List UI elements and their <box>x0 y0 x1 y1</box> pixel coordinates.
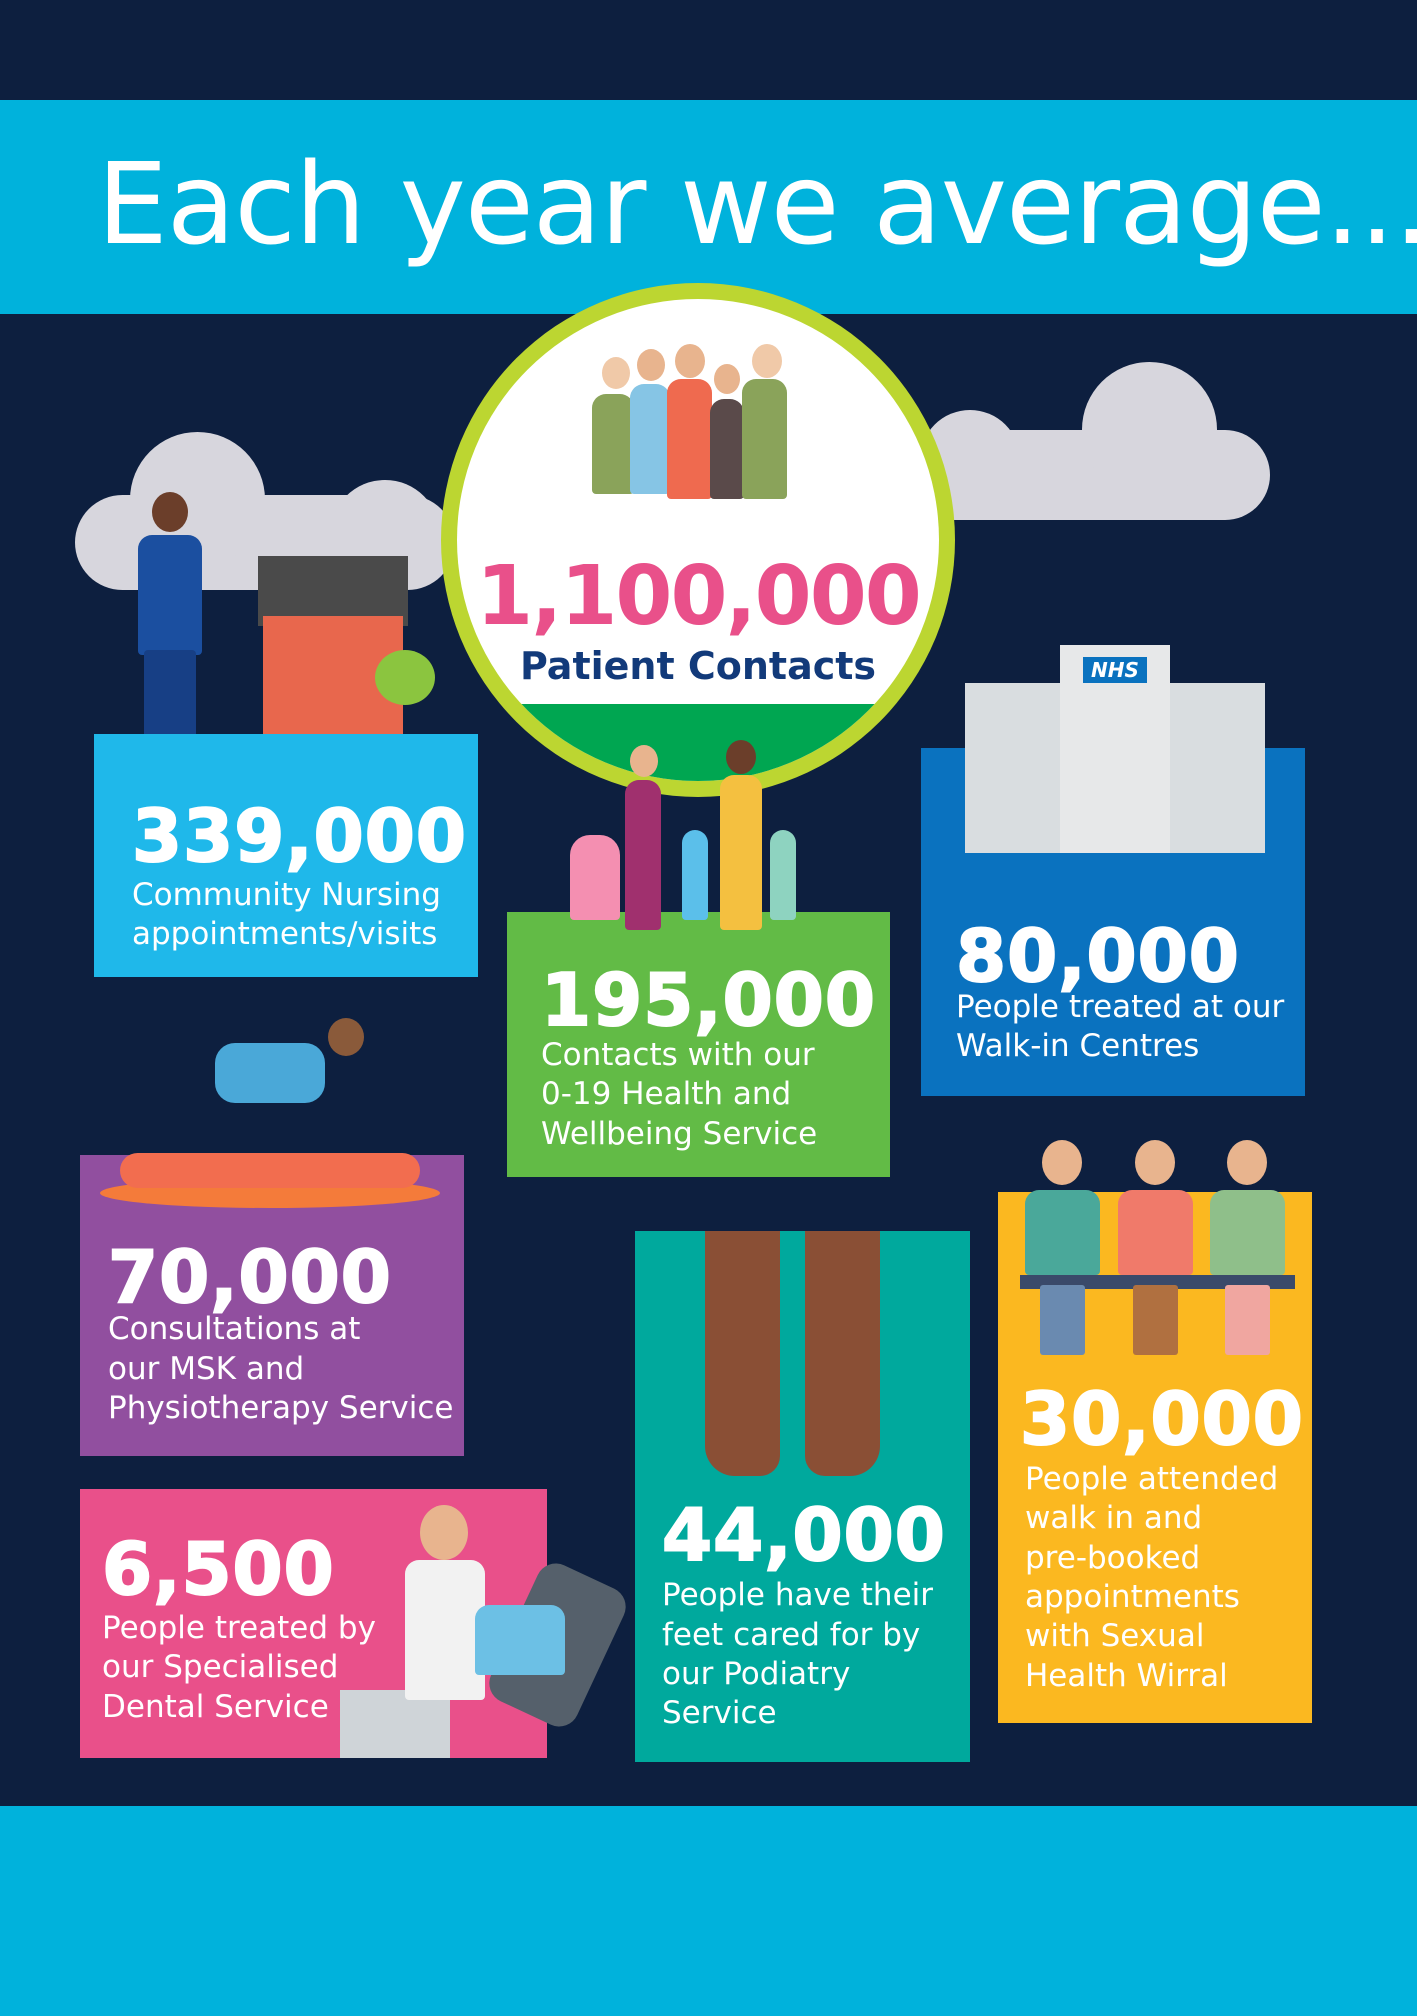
physiotherapy-illustration <box>100 1018 445 1208</box>
stat-label-line: with Sexual <box>1025 1618 1205 1654</box>
hospital-illustration: NHS <box>965 645 1265 853</box>
nhs-sign: NHS <box>1083 657 1147 683</box>
stat-label-line: feet cared for by <box>662 1617 921 1653</box>
stat-0-19-health: 195,000 Contacts with our 0-19 Health an… <box>507 912 890 1177</box>
stat-label-line: Health Wirral <box>1025 1658 1228 1694</box>
stat-value: 195,000 <box>540 957 876 1043</box>
stat-label-line: Consultations at <box>108 1311 361 1347</box>
stat-community-nursing: 339,000 Community Nursing appointments/v… <box>94 734 478 977</box>
nurse-illustration <box>130 480 210 775</box>
cloud-right-puff <box>1082 362 1217 497</box>
stat-label-line: People treated by <box>102 1610 376 1646</box>
footer-band <box>0 1806 1417 2016</box>
stat-value: 339,000 <box>131 793 467 879</box>
foot-right <box>805 1231 880 1476</box>
stat-label-line: our Specialised <box>102 1649 339 1685</box>
stat-label-line: Contacts with our <box>541 1037 815 1073</box>
stat-label-line: Service <box>662 1695 777 1731</box>
stat-label-line: walk in and <box>1025 1500 1203 1536</box>
tree-icon <box>375 650 435 705</box>
stat-label-line: Physiotherapy Service <box>108 1390 454 1426</box>
stat-label-line: Community Nursing <box>132 877 441 913</box>
stat-label-line: People have their <box>662 1577 933 1613</box>
family-with-pram-illustration <box>570 735 820 940</box>
patient-contacts-circle: 1,100,000 Patient Contacts <box>441 283 955 797</box>
waiting-people-illustration <box>1020 1135 1295 1360</box>
stat-label-line: 0-19 Health and <box>541 1076 792 1112</box>
page-title: Each year we average... <box>97 140 1417 270</box>
stat-label-line: Walk-in Centres <box>956 1028 1200 1064</box>
top-band <box>0 0 1417 100</box>
stat-label-line: pre-booked <box>1025 1540 1201 1576</box>
family-illustration <box>592 339 802 529</box>
stat-value: 70,000 <box>107 1234 392 1320</box>
stat-label-line: People treated at our <box>956 989 1285 1025</box>
stat-label-line: Wellbeing Service <box>541 1116 818 1152</box>
stat-msk-physiotherapy: 70,000 Consultations at our MSK and Phys… <box>80 1155 464 1456</box>
stat-label-line: appointments/visits <box>132 916 438 952</box>
stat-podiatry-service: 44,000 People have their feet cared for … <box>635 1231 970 1762</box>
stat-value: 6,500 <box>101 1526 335 1612</box>
dentist-illustration <box>340 1500 633 1758</box>
stat-value: 80,000 <box>955 913 1240 999</box>
patient-contacts-value: 1,100,000 <box>476 549 922 644</box>
grass <box>457 704 939 781</box>
stat-label-line: Dental Service <box>102 1689 329 1725</box>
stat-label-line: our Podiatry <box>662 1656 851 1692</box>
stat-label-line: our MSK and <box>108 1351 305 1387</box>
foot-left <box>705 1231 780 1476</box>
stat-label-line: People attended <box>1025 1461 1279 1497</box>
house-illustration <box>258 556 408 741</box>
stat-value: 44,000 <box>661 1492 946 1578</box>
stat-value: 30,000 <box>1019 1376 1304 1462</box>
stat-label-line: appointments <box>1025 1579 1240 1615</box>
patient-contacts-label: Patient Contacts <box>519 644 877 688</box>
header-banner <box>0 100 1417 314</box>
